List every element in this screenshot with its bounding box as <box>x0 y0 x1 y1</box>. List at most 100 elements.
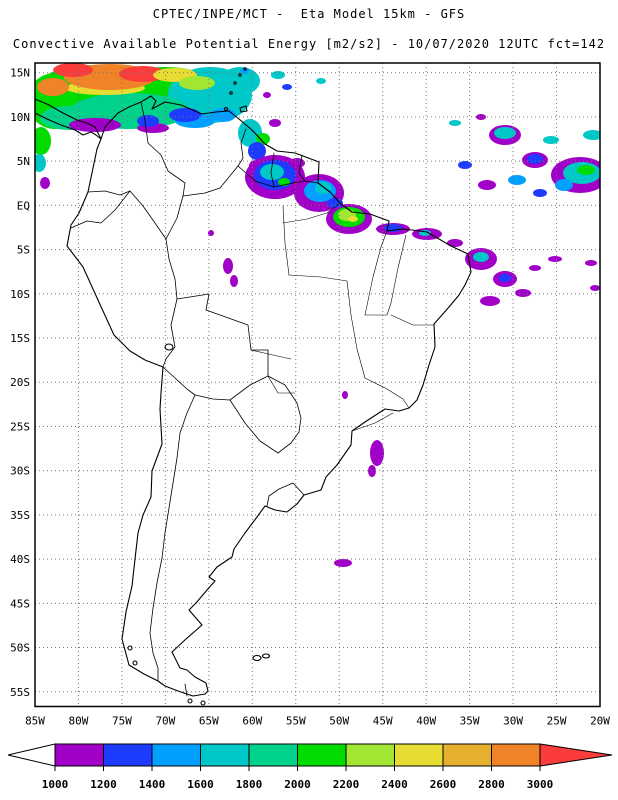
state-border <box>364 377 410 409</box>
latitude-axis-labels: 15N 10N 5N EQ 5S 10S 15S 20S 25S 30S 35S 40S 45S 50S 5… <box>10 67 30 699</box>
cape-blob <box>447 239 463 247</box>
lat-tick-label: 35S <box>10 509 30 522</box>
border-bolivia-argentina <box>194 394 231 401</box>
colorbar-segment <box>297 743 347 767</box>
colorbar: 1000 1200 1400 1600 1800 2000 2200 2400 2600 2800… <box>7 743 613 791</box>
lat-tick-label: 45S <box>10 597 30 610</box>
colorbar-segment <box>54 743 104 767</box>
island-antilles-3 <box>238 73 242 77</box>
border-argentina-chile <box>149 394 196 682</box>
cape-blob <box>478 180 496 190</box>
state-border <box>364 230 388 316</box>
island-falkland-west <box>252 654 262 662</box>
cape-blob <box>37 78 69 96</box>
colorbar-label: 2800 <box>478 778 505 791</box>
cape-blob <box>370 440 384 466</box>
border-bolivia-chile <box>162 366 196 396</box>
lat-tick-label: 5S <box>17 244 30 257</box>
cape-blob <box>35 154 46 172</box>
colorbar-segment <box>345 743 395 767</box>
colorbar-label: 2200 <box>333 778 360 791</box>
cape-blob <box>494 127 516 139</box>
plot-frame <box>34 62 601 708</box>
lon-tick-label: 60W <box>242 715 262 728</box>
island-chile-2 <box>127 645 133 651</box>
island-tdf-1 <box>187 698 193 704</box>
cape-blob <box>499 274 511 282</box>
colorbar-under-arrow <box>7 743 56 767</box>
colorbar-segment <box>394 743 444 767</box>
border-venezuela-brazil <box>182 165 239 197</box>
border-tierra-del-fuego <box>184 683 188 697</box>
cape-blob <box>515 289 531 297</box>
cape-blob <box>208 230 214 236</box>
cape-blob <box>585 260 597 266</box>
lat-tick-label: 25S <box>10 420 30 433</box>
colorbar-label: 1800 <box>236 778 263 791</box>
border-colombia-venezuela <box>140 101 186 197</box>
lon-tick-label: 55W <box>286 715 306 728</box>
cape-blob <box>315 182 331 194</box>
cape-blob <box>458 161 472 169</box>
cape-blob <box>137 115 159 127</box>
cape-blob <box>289 158 305 168</box>
cape-blob <box>263 92 271 98</box>
border-bolivia-brazil <box>176 293 269 377</box>
lon-tick-label: 30W <box>503 715 523 728</box>
lat-tick-label: 5N <box>17 155 30 168</box>
lon-tick-label: 65W <box>199 715 219 728</box>
longitude-axis-labels: 85W 80W 75W 70W 65W 60W 55W 50W 45W 40W 35W 30W 25W 2… <box>25 715 610 728</box>
island-chile-1 <box>132 660 138 666</box>
lat-tick-label: 50S <box>10 642 30 655</box>
cape-shading-layer <box>35 63 600 567</box>
border-ecuador-peru <box>70 190 131 229</box>
coastline-south-america <box>66 95 472 697</box>
colorbar-label: 2400 <box>381 778 408 791</box>
border-peru-bolivia <box>162 298 178 368</box>
cape-blob <box>169 108 201 122</box>
state-border <box>364 234 407 316</box>
border-colombia-brazil <box>165 195 184 240</box>
lon-tick-label: 45W <box>373 715 393 728</box>
border-guianas-brazil <box>237 165 319 188</box>
border-peru-brazil <box>165 238 178 300</box>
lat-tick-label: 10S <box>10 288 30 301</box>
lon-tick-label: 50W <box>329 715 349 728</box>
cape-blob <box>555 179 573 191</box>
coastline-layer <box>35 67 472 706</box>
cape-blob <box>260 164 284 180</box>
colorbar-label: 1000 <box>42 778 69 791</box>
cape-blob <box>529 265 541 271</box>
border-guyana-suriname <box>270 152 275 188</box>
cape-blob <box>342 391 348 399</box>
cape-blob <box>223 258 233 274</box>
brazil-state-borders-layer <box>250 203 435 432</box>
lat-tick-label: EQ <box>17 199 30 212</box>
cape-blob <box>480 296 500 306</box>
colorbar-segment <box>200 743 250 767</box>
cape-blob <box>473 252 489 262</box>
cape-blob <box>543 136 559 144</box>
colorbar-segment <box>151 743 201 767</box>
cape-blob <box>271 71 285 79</box>
colorbar-segment <box>442 743 492 767</box>
island-falkland-east <box>261 653 271 659</box>
colorbar-label: 2000 <box>284 778 311 791</box>
border-brazil-uruguay <box>268 482 305 497</box>
border-paraguay-brazil <box>267 375 302 433</box>
state-border <box>346 280 366 379</box>
chart-title-model: CPTEC/INPE/MCT - Eta Model 15km - GFS <box>152 7 466 21</box>
lon-tick-label: 25W <box>547 715 567 728</box>
island-antilles-1 <box>229 91 233 95</box>
cape-blob <box>119 66 167 82</box>
cape-blob <box>476 114 486 120</box>
state-border <box>282 203 340 224</box>
cape-blob <box>577 165 595 175</box>
lake-titicaca <box>164 343 174 351</box>
cape-blob <box>53 63 93 77</box>
lat-tick-label: 40S <box>10 553 30 566</box>
cape-blob <box>220 67 260 95</box>
island-antilles-4 <box>243 67 247 71</box>
border-argentina-uruguay <box>266 495 270 507</box>
